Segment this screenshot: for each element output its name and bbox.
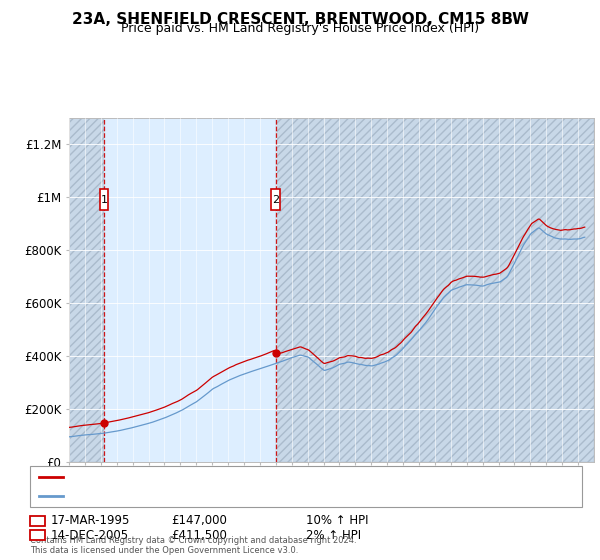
Text: £411,500: £411,500	[171, 529, 227, 542]
FancyBboxPatch shape	[100, 189, 109, 211]
Text: 23A, SHENFIELD CRESCENT, BRENTWOOD, CM15 8BW: 23A, SHENFIELD CRESCENT, BRENTWOOD, CM15…	[71, 12, 529, 27]
Text: Price paid vs. HM Land Registry's House Price Index (HPI): Price paid vs. HM Land Registry's House …	[121, 22, 479, 35]
Text: 10% ↑ HPI: 10% ↑ HPI	[306, 514, 368, 528]
Text: 1: 1	[101, 195, 107, 205]
Text: 2% ↑ HPI: 2% ↑ HPI	[306, 529, 361, 542]
Text: 23A, SHENFIELD CRESCENT, BRENTWOOD, CM15 8BW (detached house): 23A, SHENFIELD CRESCENT, BRENTWOOD, CM15…	[67, 473, 445, 482]
Text: 2: 2	[272, 195, 280, 205]
Text: Contains HM Land Registry data © Crown copyright and database right 2024.
This d: Contains HM Land Registry data © Crown c…	[30, 535, 356, 555]
Bar	[69, 118, 104, 462]
Text: 2: 2	[34, 530, 41, 540]
Bar	[276, 118, 594, 462]
Text: HPI: Average price, detached house, Brentwood: HPI: Average price, detached house, Bren…	[67, 491, 316, 501]
FancyBboxPatch shape	[271, 189, 280, 211]
Text: £147,000: £147,000	[171, 514, 227, 528]
Text: 14-DEC-2005: 14-DEC-2005	[51, 529, 129, 542]
Text: 1: 1	[34, 516, 41, 526]
Text: 17-MAR-1995: 17-MAR-1995	[51, 514, 130, 528]
